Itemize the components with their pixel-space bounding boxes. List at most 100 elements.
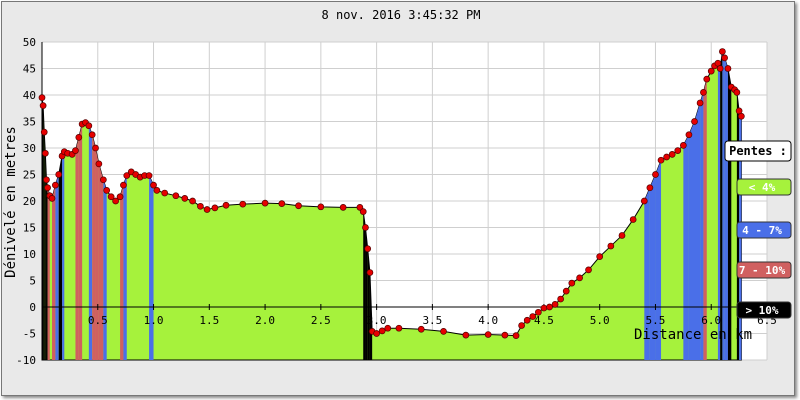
slope-segment <box>44 132 46 360</box>
profile-point <box>512 332 520 339</box>
profile-point <box>120 181 127 189</box>
x-tick-label: 3.0 <box>367 314 387 327</box>
profile-point <box>339 204 347 211</box>
profile-point <box>359 208 367 215</box>
profile-point <box>52 181 59 189</box>
profile-point <box>663 153 670 161</box>
slope-segment <box>55 174 59 360</box>
profile-point <box>668 151 676 158</box>
profile-point <box>99 176 107 184</box>
profile-point <box>364 245 372 253</box>
x-tick-label: 5.0 <box>590 314 610 327</box>
slope-segment <box>724 57 728 361</box>
x-tick-label: 6.0 <box>701 314 721 327</box>
slope-segment <box>95 148 99 360</box>
profile-point <box>607 242 615 250</box>
slope-segment <box>62 151 65 360</box>
slope-segment <box>47 187 50 360</box>
x-tick-label: 2.5 <box>311 314 331 327</box>
profile-point <box>366 269 374 276</box>
legend-label: > 10% <box>745 304 778 317</box>
legend-swatch <box>736 261 792 279</box>
slope-segment <box>123 175 127 360</box>
y-tick-label: 25 <box>23 169 36 182</box>
slope-segment <box>43 105 45 360</box>
y-tick-label: 30 <box>23 142 36 155</box>
profile-point <box>112 197 119 205</box>
profile-point <box>562 287 570 295</box>
profile-point <box>737 112 745 120</box>
legend-title-box <box>724 140 792 162</box>
profile-point <box>197 202 204 210</box>
profile-point <box>278 200 286 207</box>
slope-segment <box>363 211 366 360</box>
slope-segment <box>649 174 656 360</box>
profile-point <box>629 216 637 223</box>
profile-point <box>484 331 492 338</box>
legend-label: 4 - 7% <box>742 224 782 237</box>
profile-point <box>88 131 96 139</box>
profile-point <box>261 199 269 207</box>
x-tick-label: 0.5 <box>88 314 108 327</box>
slope-segment <box>92 134 96 360</box>
slope-legend: Pentes : < 4% 4 - 7% 7 - 10% > 10% <box>724 140 792 319</box>
profile-point <box>44 184 51 192</box>
profile-point <box>557 295 565 303</box>
y-tick-label: 20 <box>23 195 36 208</box>
y-axis-label: Dénivelé en metres <box>3 126 19 278</box>
slope-segment <box>78 124 83 361</box>
profile-point <box>700 88 707 96</box>
legend-title: Pentes : <box>729 144 787 158</box>
profile-point <box>145 172 153 179</box>
y-tick-label: -5 <box>23 328 36 341</box>
profile-point <box>585 266 592 274</box>
y-tick-label: 35 <box>23 116 36 129</box>
x-axis-label: Distance en km <box>634 327 752 343</box>
profile-point <box>576 274 583 282</box>
profile-point <box>317 203 325 211</box>
profile-point <box>48 195 56 202</box>
profile-point <box>378 327 386 335</box>
profile-point <box>462 331 470 339</box>
profile-point <box>640 197 648 205</box>
profile-point <box>546 303 553 311</box>
profile-point <box>172 192 180 200</box>
profile-point <box>189 197 196 205</box>
profile-point <box>551 301 559 308</box>
y-tick-label: 15 <box>23 222 36 235</box>
slope-segment <box>688 121 695 360</box>
profile-point <box>691 118 698 125</box>
profile-point <box>41 149 49 157</box>
y-tick-label: 50 <box>23 36 36 49</box>
profile-point <box>72 147 79 154</box>
profile-point <box>721 54 728 62</box>
profile-point <box>95 160 103 168</box>
profile-point <box>92 144 99 152</box>
profile-point <box>103 187 111 194</box>
profile-point <box>161 189 169 197</box>
profile-point <box>395 324 403 332</box>
slope-segment <box>58 155 63 360</box>
profile-point <box>652 171 659 178</box>
slope-segment <box>103 179 107 360</box>
profile-point <box>596 253 604 260</box>
profile-point <box>38 94 46 102</box>
slope-segment <box>149 175 154 360</box>
profile-point <box>501 331 509 339</box>
profile-point <box>116 193 124 201</box>
legend-label: 7 - 10% <box>739 264 786 277</box>
legend-label: < 4% <box>749 181 776 194</box>
profile-point <box>55 171 63 178</box>
profile-point <box>39 102 47 109</box>
profile-point <box>211 204 219 212</box>
slope-segment <box>700 92 704 360</box>
profile-point <box>362 224 369 231</box>
y-tick-label: 10 <box>23 248 36 261</box>
slope-segment <box>75 137 79 360</box>
profile-point <box>203 206 211 213</box>
slope-segment <box>369 272 373 360</box>
x-tick-label: 1.0 <box>144 314 164 327</box>
profile-point <box>295 202 302 210</box>
profile-point <box>724 65 732 72</box>
